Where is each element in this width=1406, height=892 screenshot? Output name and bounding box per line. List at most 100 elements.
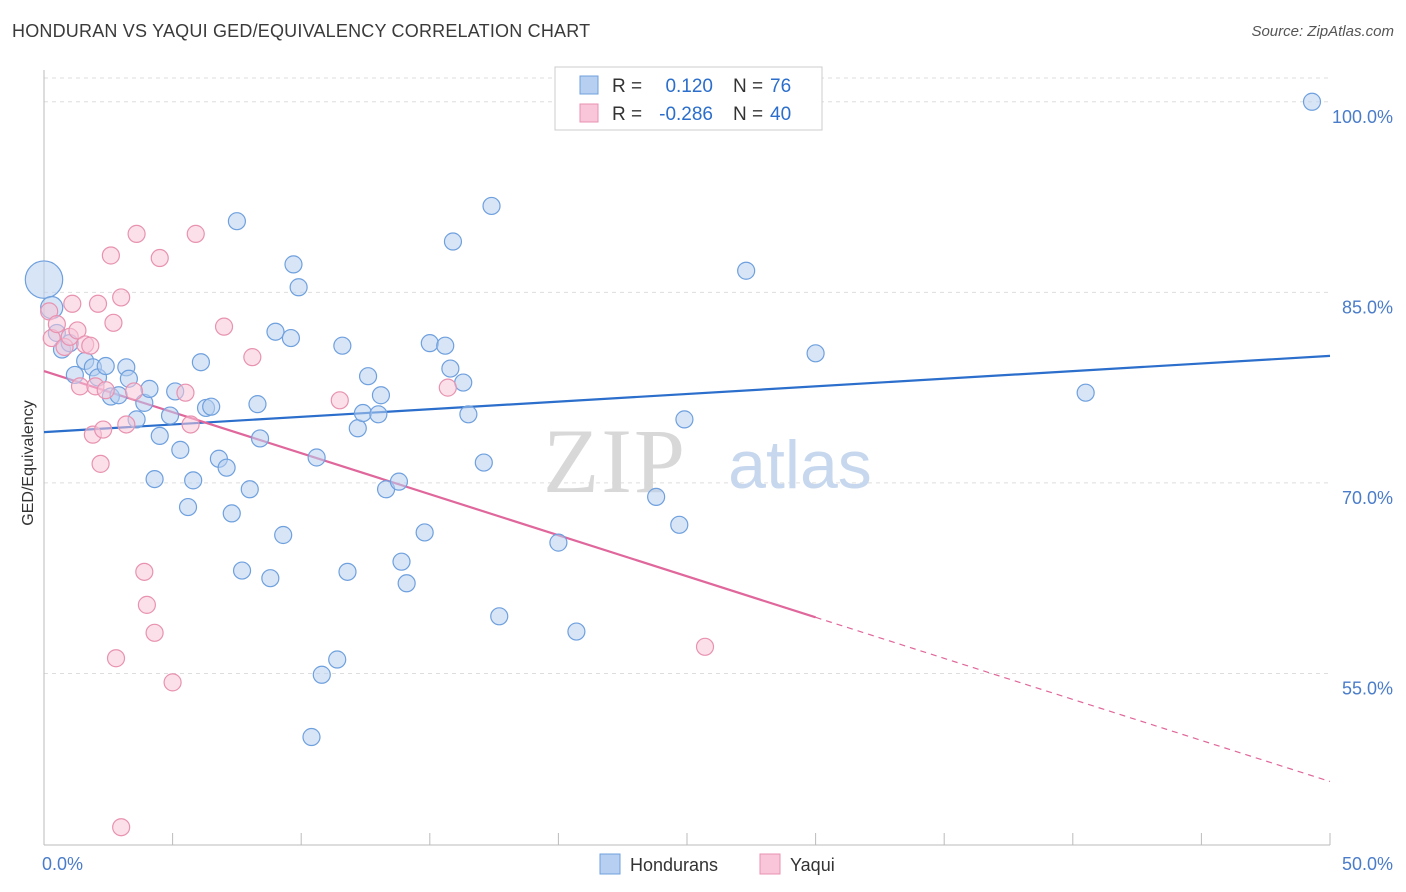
series-legend-swatch-hondurans [599, 853, 621, 875]
honduran-point-29 [222, 504, 241, 523]
honduran-point-41 [302, 727, 321, 747]
honduran-point-69 [670, 515, 689, 534]
yaqui-point-12 [88, 294, 108, 313]
honduran-point-17 [145, 469, 164, 489]
honduran-point-61 [454, 373, 473, 392]
y-tick-labels: 100.0% 85.0% 70.0% 55.0% [1332, 107, 1393, 699]
yaqui-point-24 [135, 562, 154, 581]
honduran-point-30 [227, 212, 246, 231]
yaqui-point-5 [63, 294, 82, 313]
honduran-point-64 [482, 196, 501, 216]
legend-swatch-hondurans [579, 75, 599, 95]
legend-n-label-2: N = [733, 104, 763, 125]
yaqui-point-35 [438, 378, 457, 397]
watermark: ZIP atlas [543, 410, 872, 512]
honduran-point-43 [312, 665, 331, 684]
honduran-point-60 [443, 232, 463, 251]
honduran-point-44 [328, 650, 347, 669]
source-label: Source: ZipAtlas.com [1251, 23, 1394, 40]
legend-n-label-1: N = [733, 76, 763, 97]
honduran-point-73 [806, 344, 825, 363]
honduran-point-33 [248, 395, 267, 414]
yaqui-point-18 [106, 649, 126, 668]
honduran-point-70 [675, 410, 694, 429]
honduran-point-37 [274, 525, 293, 545]
honduran-point-9 [96, 356, 115, 376]
series-legend-hondurans: Hondurans [630, 855, 718, 875]
yaqui-point-21 [117, 415, 136, 434]
yaqui-point-34 [330, 391, 349, 410]
honduran-point-32 [240, 480, 259, 499]
yaqui-point-2 [47, 314, 66, 334]
watermark-zip: ZIP [543, 410, 687, 512]
yaqui-point-27 [150, 248, 169, 268]
honduran-point-57 [420, 334, 439, 353]
honduran-point-66 [549, 533, 568, 552]
honduran-point-38 [281, 328, 301, 348]
honduran-point-21 [171, 440, 190, 459]
yaqui-point-29 [176, 383, 195, 402]
honduran-point-46 [338, 562, 357, 581]
yaqui-point-31 [186, 224, 205, 243]
honduran-point-35 [261, 569, 280, 588]
yaqui-trend-line [43, 370, 816, 619]
honduran-point-31 [232, 561, 252, 580]
data-points [24, 92, 1322, 837]
yaqui-point-17 [104, 313, 123, 332]
honduran-point-24 [191, 353, 210, 372]
legend-r-label-1: R = [612, 76, 642, 97]
legend-n-value-1: 76 [770, 76, 791, 97]
honduran-point-47 [348, 419, 367, 438]
yaqui-trend-extension [815, 616, 1331, 783]
honduran-point-54 [392, 552, 411, 571]
honduran-point-0 [24, 260, 64, 299]
correlation-legend: R = 0.120 N = 76 R = -0.286 N = 40 [554, 66, 823, 131]
yaqui-point-6 [68, 321, 87, 340]
honduran-point-22 [178, 497, 198, 517]
legend-swatch-yaqui [579, 103, 599, 123]
x-tick-label-0: 0.0% [42, 854, 83, 874]
legend-r-value-2: -0.286 [659, 104, 713, 125]
honduran-point-45 [333, 336, 352, 355]
honduran-point-39 [284, 255, 303, 274]
honduran-point-19 [160, 406, 180, 425]
watermark-atlas: atlas [728, 427, 872, 503]
axes [43, 70, 1331, 846]
honduran-point-50 [369, 405, 388, 424]
yaqui-point-26 [145, 623, 164, 642]
honduran-point-71 [737, 261, 756, 280]
yaqui-point-7 [70, 377, 90, 396]
yaqui-point-23 [127, 224, 146, 243]
honduran-point-67 [567, 622, 586, 641]
yaqui-point-30 [181, 415, 200, 434]
legend-r-label-2: R = [612, 104, 642, 125]
honduran-point-65 [490, 607, 509, 626]
honduran-point-62 [459, 405, 478, 424]
x-tick-labels: 0.0% 50.0% [42, 854, 1393, 874]
honduran-point-28 [217, 458, 236, 477]
series-legend-yaqui: Yaqui [790, 855, 835, 875]
gridlines [44, 77, 1330, 674]
y-axis-label: GED/Equivalency [20, 400, 37, 525]
honduran-point-49 [358, 367, 378, 386]
honduran-point-63 [474, 453, 493, 472]
series-legend-swatch-yaqui [759, 853, 781, 875]
yaqui-point-13 [91, 454, 110, 473]
honduran-point-55 [397, 574, 416, 593]
honduran-point-16 [140, 379, 159, 398]
y-tick-label-0: 100.0% [1332, 107, 1393, 127]
y-tick-label-1: 85.0% [1342, 297, 1393, 317]
honduran-point-40 [289, 278, 308, 297]
yaqui-point-20 [112, 818, 131, 837]
honduran-point-34 [250, 429, 270, 448]
x-tick-label-1: 50.0% [1342, 854, 1393, 874]
honduran-point-51 [371, 386, 391, 405]
yaqui-point-33 [243, 348, 262, 367]
yaqui-point-28 [163, 673, 182, 692]
honduran-point-18 [150, 426, 169, 446]
honduran-point-42 [307, 448, 326, 467]
yaqui-point-25 [137, 595, 156, 614]
y-tick-label-2: 70.0% [1342, 488, 1393, 508]
yaqui-point-15 [96, 381, 115, 400]
